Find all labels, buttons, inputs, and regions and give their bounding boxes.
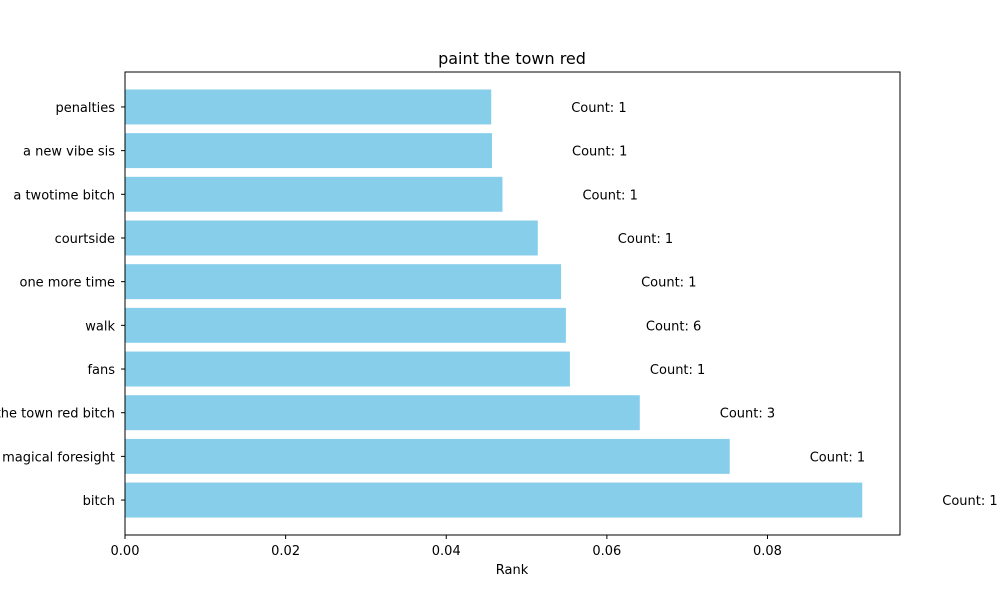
y-tick-label: magical foresight: [2, 450, 115, 465]
y-tick-label: bitch: [83, 494, 115, 509]
bar-count-label: Count: 1: [810, 450, 865, 465]
y-tick-label: walk: [85, 319, 115, 334]
y-tick-label: a new vibe sis: [23, 145, 115, 160]
y-tick-label: courtside: [55, 232, 115, 247]
bar: [125, 438, 730, 474]
bar-count-label: Count: 3: [720, 407, 775, 422]
y-tick-label: fans: [87, 363, 115, 378]
y-tick-label: one more time: [19, 276, 115, 291]
bar: [125, 220, 538, 256]
x-tick-label: 0.00: [111, 544, 140, 559]
bar: [125, 264, 562, 300]
x-tick-label: 0.04: [432, 544, 461, 559]
bar-count-label: Count: 1: [618, 232, 673, 247]
bar: [125, 89, 492, 125]
y-tick-label: penalties: [55, 101, 115, 116]
bar-count-label: Count: 1: [650, 363, 705, 378]
y-tick-label: paint the town red bitch: [0, 407, 115, 422]
bar: [125, 307, 566, 343]
bar-count-label: Count: 1: [641, 276, 696, 291]
bar-count-label: Count: 1: [942, 494, 997, 509]
x-tick-label: 0.08: [753, 544, 782, 559]
plot-frame: [124, 71, 901, 536]
bar: [125, 133, 493, 169]
y-tick-label: a twotime bitch: [13, 188, 115, 203]
bar: [125, 482, 863, 518]
chart-title: paint the town red: [438, 49, 586, 68]
bar-count-label: Count: 1: [572, 145, 627, 160]
bar-count-label: Count: 1: [582, 188, 637, 203]
y-axis: penalties a new vibe sis a twotime bitch co…: [0, 101, 125, 509]
bar: [125, 395, 640, 431]
x-axis: 0.00 0.02 0.04 0.06 0.08: [111, 535, 782, 559]
bar-count-label: Count: 1: [571, 101, 626, 116]
annotations-layer: Count: 1 Count: 1 Count: 1 Count: 1 Count: 1…: [571, 101, 997, 509]
bars-layer: [125, 89, 863, 518]
x-axis-label: Rank: [496, 563, 529, 578]
bar: [125, 176, 503, 212]
x-tick-label: 0.02: [271, 544, 300, 559]
x-tick-label: 0.06: [592, 544, 621, 559]
bar-count-label: Count: 6: [646, 319, 701, 334]
bar: [125, 351, 570, 387]
